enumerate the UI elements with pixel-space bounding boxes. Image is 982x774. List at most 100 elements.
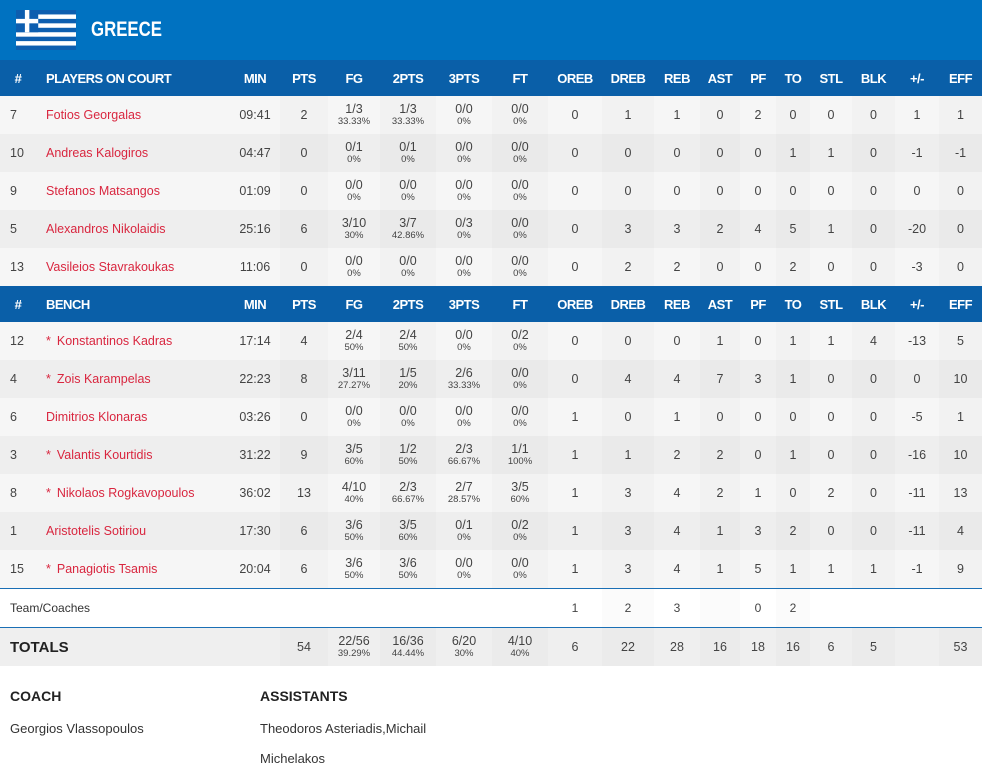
dreb: 22 (602, 627, 654, 666)
column-header-2pts[interactable]: 2PTS (380, 60, 436, 96)
column-header-plus-minus[interactable]: +/- (895, 60, 939, 96)
column-header-stl[interactable]: STL (810, 60, 852, 96)
column-header-plus-minus[interactable]: +/- (895, 286, 939, 322)
dreb: 3 (602, 550, 654, 589)
fg-percentage: 0% (347, 268, 361, 279)
p3-cell: 0/0 0% (436, 398, 492, 436)
column-header-fg[interactable]: FG (328, 60, 380, 96)
column-header-reb[interactable]: REB (654, 286, 700, 322)
player-name-link[interactable]: Andreas Kalogiros (46, 146, 149, 160)
player-name-link[interactable]: Stefanos Matsangos (46, 184, 160, 198)
p3-percentage: 28.57% (447, 494, 481, 505)
team-coaches-label: Team/Coaches (0, 588, 230, 628)
column-header-dreb[interactable]: DREB (602, 286, 654, 322)
p2-made-attempted: 1/2 (399, 442, 417, 456)
column-header-pf[interactable]: PF (740, 60, 776, 96)
player-name-link[interactable]: Nikolaos Rogkavopoulos (56, 486, 195, 500)
p2-percentage: 44.44% (391, 648, 425, 659)
reb: 4 (654, 550, 700, 589)
stl: 6 (810, 627, 852, 666)
column-header-ast[interactable]: AST (700, 60, 740, 96)
player-name-cell[interactable]: Vasileios Stavrakoukas (36, 248, 230, 286)
player-name-link[interactable]: Dimitrios Klonaras (46, 410, 148, 424)
column-header-min[interactable]: MIN (230, 60, 280, 96)
player-name-cell[interactable]: Dimitrios Klonaras (36, 398, 230, 436)
column-header-min[interactable]: MIN (230, 286, 280, 322)
player-name-cell[interactable]: * Valantis Kourtidis (36, 436, 230, 474)
player-name-cell[interactable]: * Zois Karampelas (36, 360, 230, 398)
column-header-pts[interactable]: PTS (280, 60, 328, 96)
pf: 0 (740, 436, 776, 474)
player-name-cell[interactable]: * Konstantinos Kadras (36, 322, 230, 360)
column-header-ft[interactable]: FT (492, 286, 548, 322)
player-name-link[interactable]: Aristotelis Sotiriou (46, 524, 147, 538)
player-name-link[interactable]: Panagiotis Tsamis (56, 562, 158, 576)
minutes: 11:06 (230, 248, 280, 286)
plus-minus: -16 (895, 436, 939, 474)
column-header-ft[interactable]: FT (492, 60, 548, 96)
plus-minus (895, 627, 939, 666)
column-header-pts[interactable]: PTS (280, 286, 328, 322)
player-name-cell[interactable]: Alexandros Nikolaidis (36, 210, 230, 248)
fg-cell: 3/5 60% (328, 436, 380, 474)
column-header-2pts[interactable]: 2PTS (380, 286, 436, 322)
ft-made-attempted: 3/5 (511, 480, 529, 494)
coach-block: COACH Georgios Vlassopoulos (10, 688, 260, 774)
ft-percentage: 40% (510, 648, 530, 659)
reb: 4 (654, 474, 700, 512)
column-header-3pts[interactable]: 3PTS (436, 286, 492, 322)
p3-percentage: 0% (457, 570, 471, 581)
player-name-cell[interactable]: Andreas Kalogiros (36, 134, 230, 172)
starter-marker: * (46, 372, 51, 386)
player-name-link[interactable]: Fotios Georgalas (46, 108, 142, 122)
player-name-link[interactable]: Valantis Kourtidis (56, 448, 153, 462)
points: 0 (280, 172, 328, 210)
player-name-link[interactable]: Alexandros Nikolaidis (46, 222, 166, 236)
dreb: 3 (602, 512, 654, 550)
column-header-oreb[interactable]: OREB (548, 60, 602, 96)
fg-made-attempted: 3/5 (345, 442, 363, 456)
column-header-to[interactable]: TO (776, 286, 810, 322)
empty-cell (380, 588, 436, 628)
fg-made-attempted: 0/0 (345, 254, 363, 268)
column-header-blk[interactable]: BLK (852, 60, 895, 96)
column-header-blk[interactable]: BLK (852, 286, 895, 322)
column-header-ast[interactable]: AST (700, 286, 740, 322)
player-name-cell[interactable]: * Nikolaos Rogkavopoulos (36, 474, 230, 512)
fg-cell: 3/10 30% (328, 210, 380, 248)
oreb: 0 (548, 360, 602, 398)
coach-label: COACH (10, 688, 62, 704)
oreb: 1 (548, 474, 602, 512)
box-score-table: # PLAYERS ON COURT MIN PTS FG 2PTS 3PTS FT OREB D… (0, 60, 982, 666)
totals-row: TOTALS 54 22/56 39.29% 16/36 44.44% 6/20 30% 4/1… (0, 627, 982, 666)
section-title: PLAYERS ON COURT (36, 60, 230, 96)
column-header-oreb[interactable]: OREB (548, 286, 602, 322)
column-header-3pts[interactable]: 3PTS (436, 60, 492, 96)
fg-percentage: 33.33% (337, 116, 371, 127)
player-name-link[interactable]: Zois Karampelas (56, 372, 151, 386)
jersey-number: 7 (0, 96, 36, 134)
column-header-dreb[interactable]: DREB (602, 60, 654, 96)
p3-made-attempted: 2/3 (455, 442, 473, 456)
starter-marker: * (46, 486, 51, 500)
pf: 0 (740, 172, 776, 210)
player-name-cell[interactable]: Aristotelis Sotiriou (36, 512, 230, 550)
ft-cell: 0/0 0% (492, 210, 548, 248)
dreb: 3 (602, 210, 654, 248)
player-name-cell[interactable]: Fotios Georgalas (36, 96, 230, 134)
column-header-eff[interactable]: EFF (939, 60, 982, 96)
player-name-cell[interactable]: * Panagiotis Tsamis (36, 550, 230, 589)
column-header-reb[interactable]: REB (654, 60, 700, 96)
oreb: 0 (548, 96, 602, 134)
section-header-row: # BENCH MIN PTS FG 2PTS 3PTS FT OREB DREB REB AST PF… (0, 286, 982, 322)
minutes: 17:14 (230, 322, 280, 360)
player-name-link[interactable]: Konstantinos Kadras (56, 334, 173, 348)
column-header-to[interactable]: TO (776, 60, 810, 96)
column-header-stl[interactable]: STL (810, 286, 852, 322)
player-name-cell[interactable]: Stefanos Matsangos (36, 172, 230, 210)
column-header-pf[interactable]: PF (740, 286, 776, 322)
ft-percentage: 0% (513, 116, 527, 127)
player-name-link[interactable]: Vasileios Stavrakoukas (46, 260, 175, 274)
column-header-fg[interactable]: FG (328, 286, 380, 322)
column-header-eff[interactable]: EFF (939, 286, 982, 322)
